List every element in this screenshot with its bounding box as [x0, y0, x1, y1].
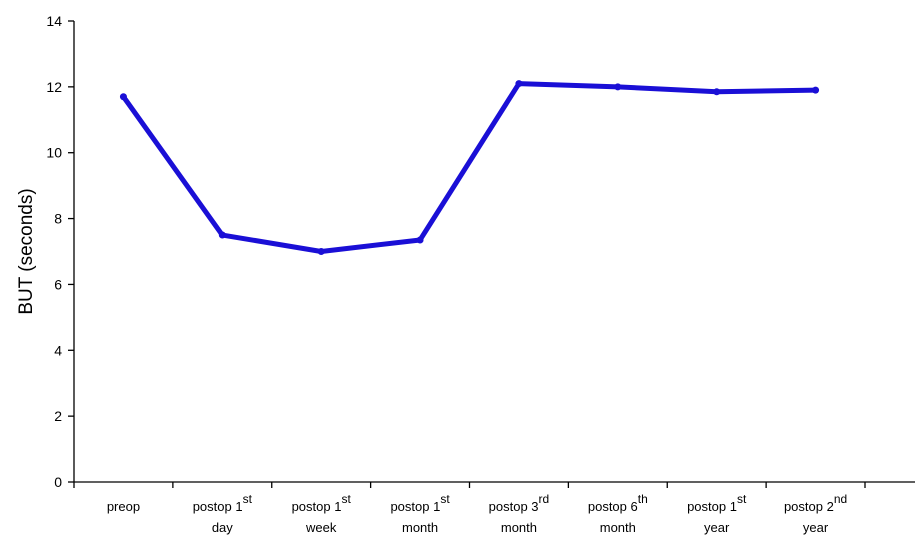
y-tick-label: 0 — [54, 474, 62, 490]
x-tick-label: preop — [107, 499, 140, 514]
data-point — [416, 236, 424, 244]
series-line — [120, 81, 819, 254]
y-axis-label: BUT (seconds) — [16, 188, 37, 314]
data-point — [218, 231, 226, 239]
x-tick-label-line2: month — [402, 520, 438, 535]
y-tick-label: 2 — [54, 408, 62, 424]
x-tick-label-line2: month — [600, 520, 636, 535]
x-tick-label: postop 1st — [687, 492, 747, 514]
data-point — [614, 83, 622, 91]
x-tick-label: postop 6th — [588, 492, 648, 514]
y-tick-label: 8 — [54, 211, 62, 227]
x-tick-label-line2: year — [803, 520, 829, 535]
y-axis: 0 2 4 6 8 10 12 14 — [46, 13, 75, 490]
y-tick-label: 10 — [46, 145, 62, 161]
x-tick-label-line2: year — [704, 520, 730, 535]
x-tick-label: postop 2nd — [784, 492, 847, 514]
data-point — [317, 248, 325, 255]
data-point — [119, 93, 127, 101]
x-tick-label: postop 1st — [292, 492, 352, 514]
y-tick-label: 6 — [54, 276, 62, 292]
y-tick-label: 4 — [54, 342, 62, 358]
data-point — [515, 80, 523, 88]
y-tick-label: 12 — [46, 79, 62, 95]
x-tick-label: postop 3rd — [489, 492, 550, 514]
x-tick-label-line2: day — [212, 520, 233, 535]
x-tick-label-line2: month — [501, 520, 537, 535]
x-axis: preop postop 1st day postop 1st week postop 1… — [73, 481, 915, 535]
x-tick-label-line2: week — [305, 520, 337, 535]
y-tick-label: 14 — [46, 13, 62, 29]
data-point — [713, 88, 721, 96]
series — [119, 80, 820, 255]
data-point — [812, 86, 820, 94]
x-tick-label: postop 1st — [193, 492, 253, 514]
x-tick-label: postop 1st — [390, 492, 450, 514]
